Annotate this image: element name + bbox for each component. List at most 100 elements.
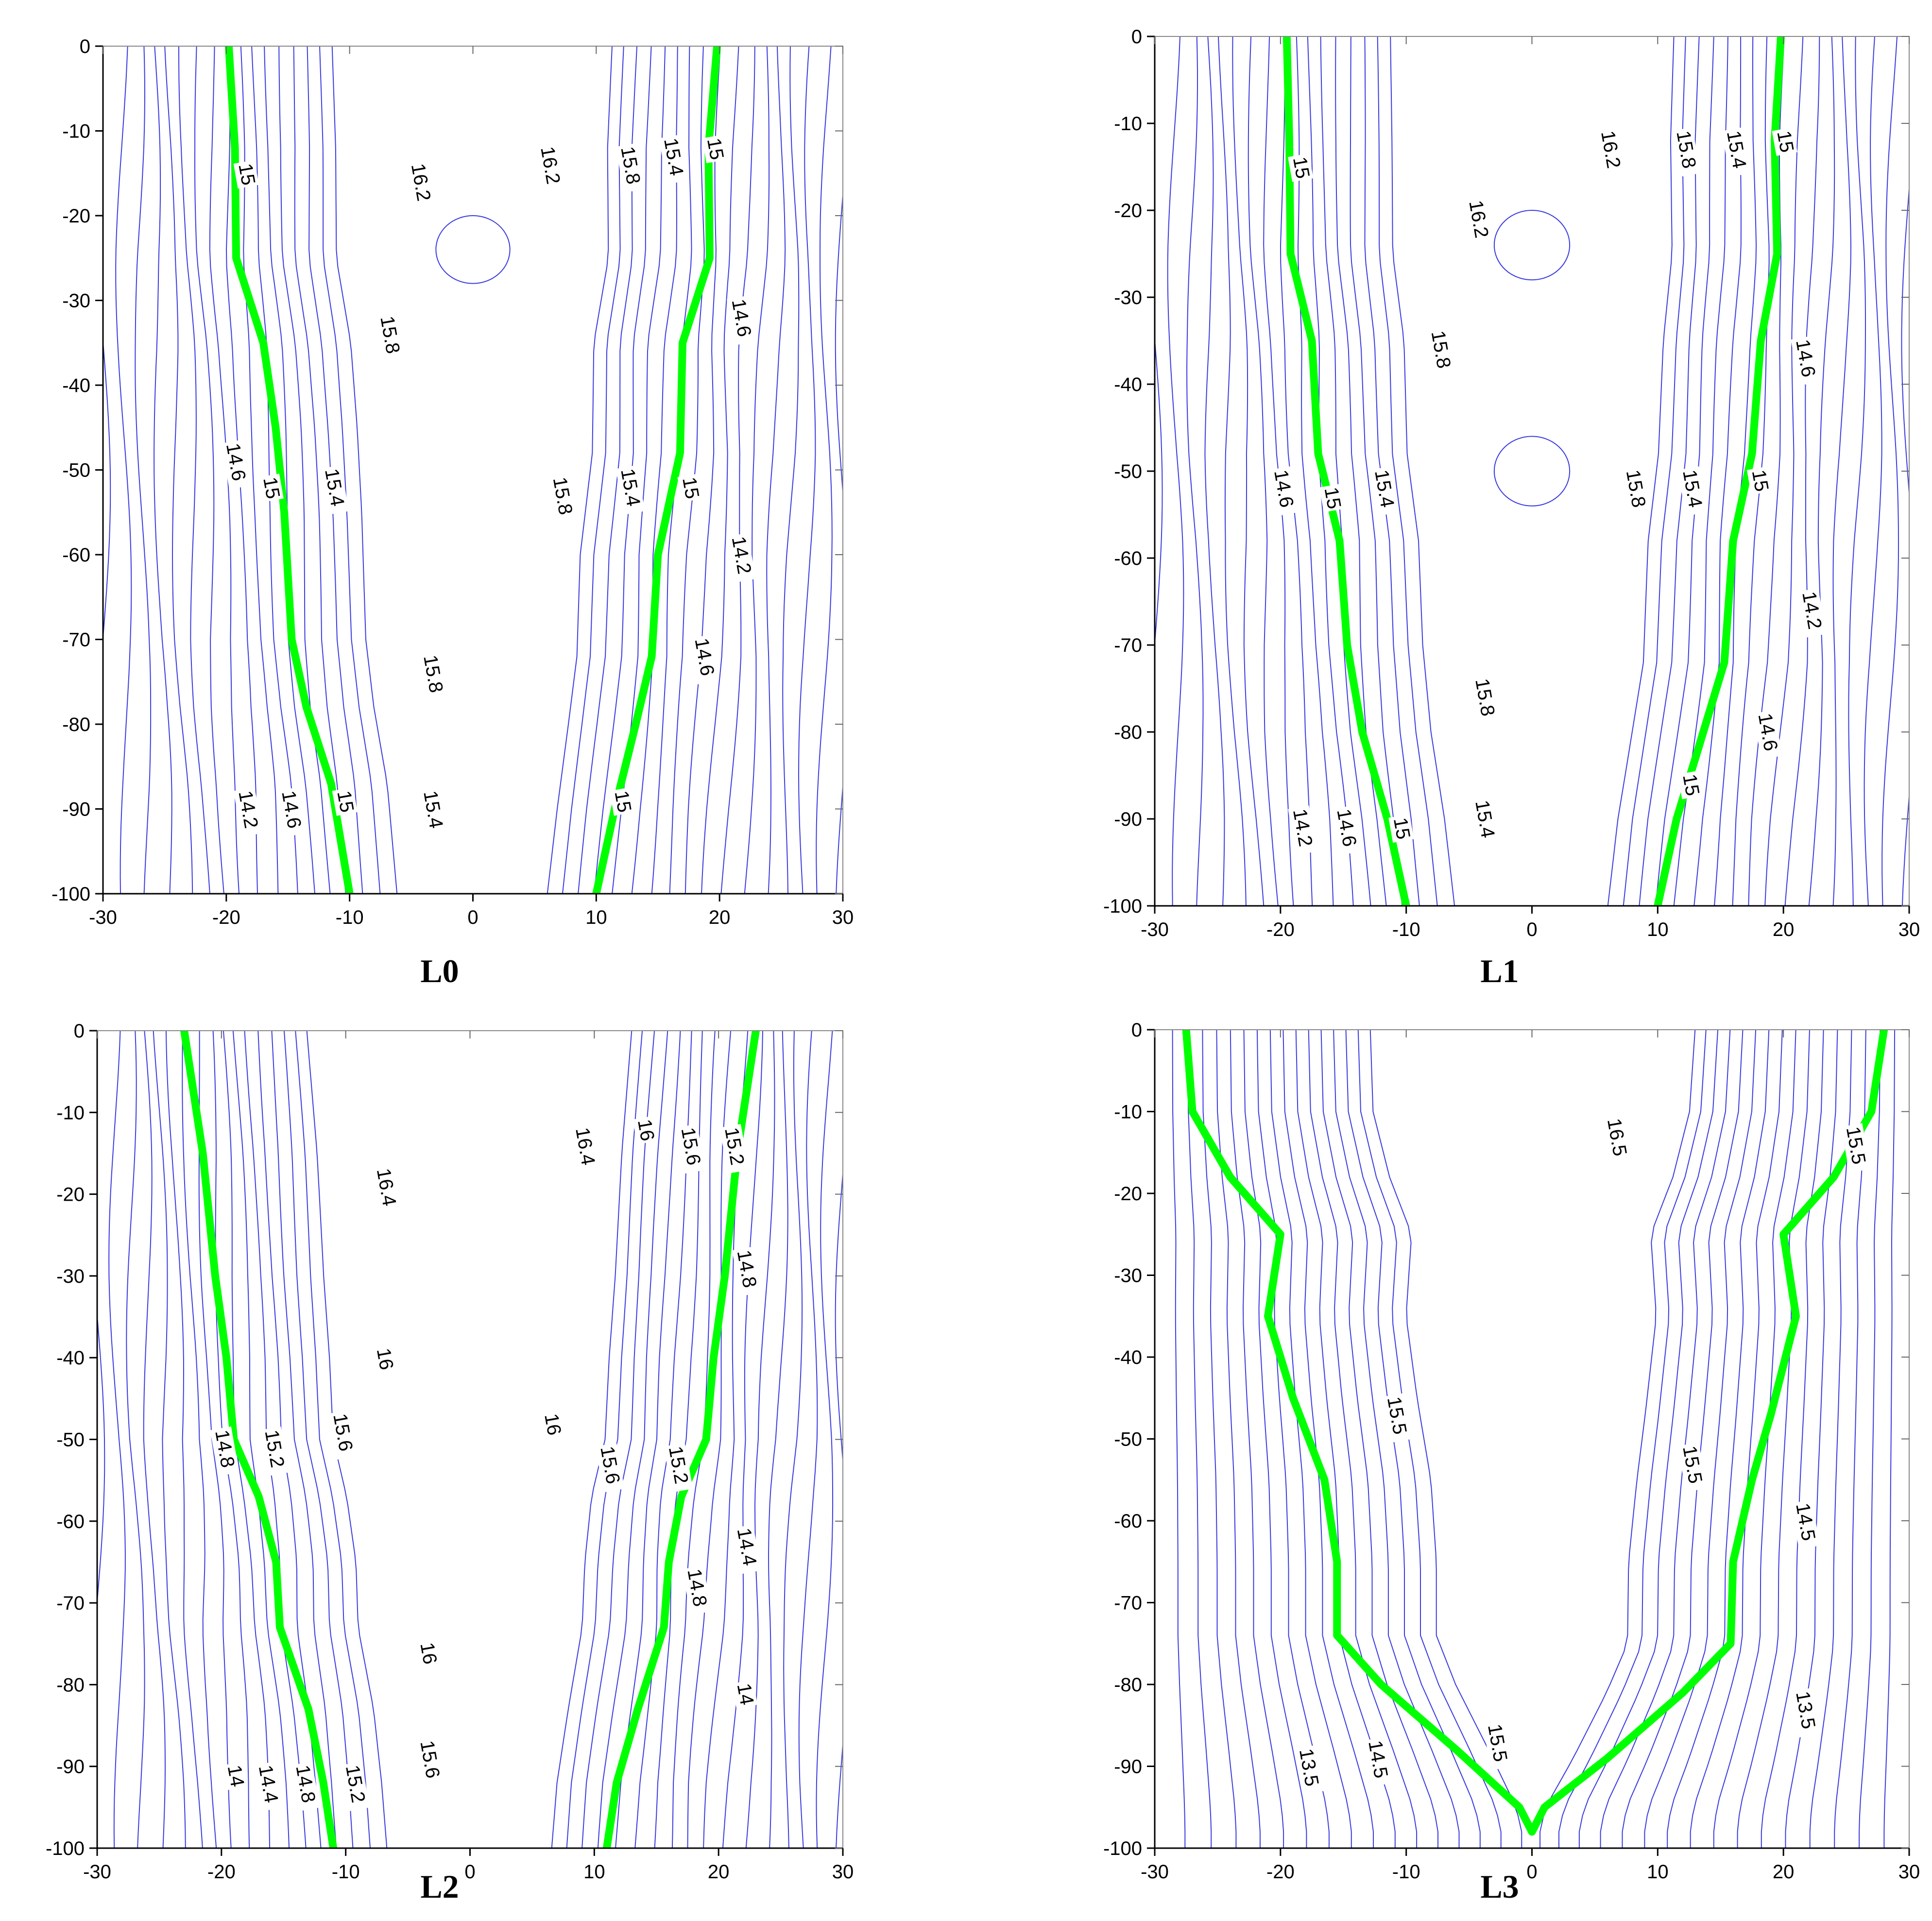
contour-line — [1204, 36, 1225, 906]
contour-label-text: 15.8 — [419, 653, 447, 694]
contour-label-text: 16 — [633, 1118, 658, 1142]
y-tick-label: -20 — [62, 205, 90, 227]
contour-line — [547, 46, 613, 894]
contour-label-text: 14.2 — [1798, 590, 1826, 631]
x-tick-label: 20 — [709, 907, 731, 928]
x-tick-label: 20 — [1773, 1861, 1795, 1883]
contour-line — [1848, 36, 1866, 906]
y-tick-label: -10 — [62, 121, 90, 142]
contour-label-text: 15.5 — [1383, 1395, 1411, 1436]
contour-label: 14 — [222, 1761, 248, 1790]
contour-line — [615, 1031, 681, 1848]
contour-label-text: 15.8 — [376, 314, 404, 355]
x-tick-label: -10 — [1392, 1861, 1420, 1883]
x-tick-label: 0 — [1526, 919, 1537, 940]
contour-line — [1269, 1030, 1352, 1848]
contour-label: 14.5 — [1363, 1737, 1393, 1787]
contour-label-text: 16 — [373, 1346, 397, 1371]
highlight-contour-line — [224, 46, 354, 894]
contour-label-text: 15 — [1773, 129, 1797, 154]
contour-line — [782, 46, 800, 894]
y-tick-label: -50 — [62, 460, 90, 481]
y-tick-label: -70 — [56, 1593, 85, 1614]
contour-line — [768, 1031, 788, 1848]
contour-label-text: 15.5 — [1484, 1722, 1511, 1763]
x-tick-label: -30 — [1141, 1861, 1169, 1883]
contour-line — [165, 1031, 203, 1848]
contour-label-text: 15.4 — [1370, 468, 1398, 509]
y-tick-label: -100 — [46, 1838, 85, 1859]
y-tick-label: -40 — [1114, 374, 1142, 395]
panel-l3: 0 -10 -20 -30 -40 -50 -60 -70 -80 -90 -100 -30 -20 -1… — [996, 996, 1932, 1919]
panel-l0: 0 -10 -20 -30 -40 -50 -60 -70 -80 -90 -100 -30 -20 -1… — [0, 0, 952, 989]
y-tick-label: -70 — [1114, 635, 1142, 656]
contour-line — [154, 46, 172, 894]
y-tick-label: 0 — [80, 36, 90, 57]
highlight-contour-line — [592, 46, 721, 894]
contour-line — [264, 46, 315, 894]
contour-line — [97, 1031, 105, 1607]
contour-label-text: 15.6 — [416, 1739, 444, 1780]
contour-label: 15.5 — [1677, 1442, 1707, 1492]
contour-labels: 16.4 16 15.6 15.2 14.8 16 15.6 15.2 14.8 14.4 14 16… — [210, 1116, 761, 1812]
y-tick-label: -90 — [62, 799, 90, 820]
contour-label: 14.8 — [291, 1761, 320, 1812]
contour-line — [1539, 1030, 1696, 1848]
contour-label-text: 15 — [1289, 155, 1314, 180]
contour-label: 14.5 — [1791, 1499, 1820, 1549]
y-tick-label: -90 — [56, 1756, 85, 1778]
contour-line — [798, 46, 816, 894]
y-tick-label: 0 — [74, 1020, 85, 1042]
contour-label: 15.4 — [1470, 797, 1500, 847]
contour-label-text: 15.8 — [1471, 677, 1499, 718]
contour-label-text: 14 — [223, 1764, 248, 1788]
contour-label: 14.8 — [732, 1246, 761, 1296]
axes: 0-10-20-30-40-50-60-70-80-90-100-30 -20 -1… — [46, 1020, 854, 1883]
contour-label-text: 13.5 — [1792, 1690, 1819, 1731]
contour-label-text: 15.6 — [677, 1126, 705, 1167]
contour-label-text: 14.2 — [234, 789, 262, 830]
contour-label: 14.6 — [1791, 336, 1820, 386]
y-tick-label: -30 — [1114, 1265, 1142, 1287]
contour-line — [1307, 36, 1354, 906]
contour-line — [1320, 36, 1371, 906]
contour-line — [566, 1031, 643, 1848]
contour-line — [103, 46, 111, 644]
x-tick-label: -30 — [83, 1861, 111, 1883]
y-tick-label: -40 — [56, 1347, 85, 1369]
contour-label: 15.2 — [341, 1761, 370, 1812]
contour-line — [1667, 1030, 1770, 1848]
contour-line — [1714, 36, 1757, 906]
y-tick-label: 0 — [1131, 1020, 1142, 1041]
y-tick-label: -80 — [62, 714, 90, 735]
contour-line — [1167, 36, 1184, 906]
y-tick-label: -50 — [1114, 1429, 1142, 1450]
contour-label-text: 14.5 — [1364, 1739, 1392, 1780]
contour-label-text: 14.4 — [733, 1527, 761, 1567]
y-tick-label: -60 — [56, 1511, 85, 1532]
x-tick-label: -30 — [1141, 919, 1169, 940]
contour-line — [1369, 1030, 1522, 1848]
contour-line — [766, 46, 786, 894]
y-tick-label: -20 — [1114, 1183, 1142, 1205]
contour-label-text: 14.6 — [1792, 338, 1819, 378]
contour-line — [126, 1031, 145, 1848]
contour-line — [1155, 36, 1163, 650]
y-tick-label: -20 — [56, 1184, 85, 1206]
contour-line — [669, 46, 705, 894]
y-tick-label: -90 — [1114, 1756, 1142, 1778]
y-tick-label: -60 — [1114, 548, 1142, 569]
contour-label: 16.4 — [372, 1165, 401, 1215]
contour-line — [1809, 1030, 1852, 1848]
contour-label: 13.5 — [1294, 1745, 1324, 1795]
contour-label: 14.8 — [682, 1565, 712, 1615]
contour-label: 15 — [1288, 153, 1314, 182]
y-tick-label: -100 — [51, 884, 90, 905]
contour-label-text: 14.6 — [277, 789, 305, 830]
axes: 0-10-20-30-40-50-60-70-80-90-100-30 -20 -1… — [1103, 1020, 1920, 1883]
contour-line — [271, 1031, 337, 1848]
contour-label-text: 14.8 — [291, 1764, 319, 1804]
y-tick-label: -50 — [1114, 461, 1142, 482]
contour-label-text: 15.8 — [1622, 468, 1650, 509]
contour-label: 15.8 — [1426, 327, 1455, 377]
